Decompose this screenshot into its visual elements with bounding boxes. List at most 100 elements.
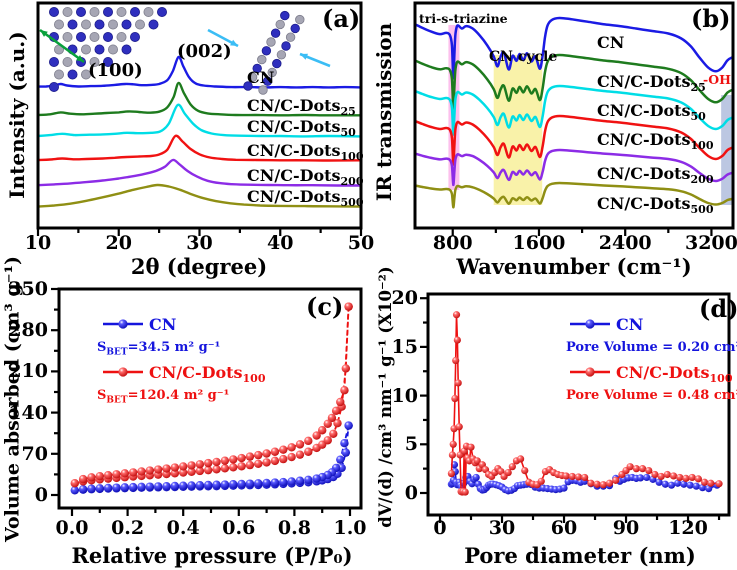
- data-point-cn: [661, 480, 669, 488]
- panel-c-isotherm-plot: [51, 287, 363, 516]
- data-point-cn: [162, 481, 171, 491]
- data-point-cn-c-dots100: [473, 457, 481, 465]
- data-point-cn-c-dots100: [626, 463, 634, 471]
- xrd-curve-cn-c-dots25: [38, 81, 361, 117]
- data-point-cn-c-dots100: [237, 462, 246, 471]
- x-tick-label: 30: [488, 517, 516, 539]
- data-point-cn-c-dots100: [287, 452, 296, 462]
- data-point-cn-c-dots100: [254, 450, 263, 460]
- data-point-cn: [262, 478, 271, 488]
- data-point-cn-c-dots100: [187, 467, 196, 477]
- legend-marker-cn-c-dots100-d: [570, 364, 610, 383]
- data-point-cn: [87, 484, 96, 493]
- data-point-cn-c-dots100: [170, 463, 180, 472]
- data-point-cn-c-dots100: [676, 473, 684, 482]
- data-point-cn-c-dots100: [318, 426, 327, 435]
- ftir-curve-cn-c-dots25: [414, 53, 734, 110]
- data-point-cn-c-dots100: [688, 473, 696, 482]
- x-tick-label: 0.4: [166, 517, 200, 539]
- data-point-cn-c-dots100: [682, 474, 690, 482]
- xrd-curve-cn: [38, 55, 361, 89]
- data-point-cn-c-dots100: [517, 455, 525, 463]
- legend-label-cn-c-dots100-c: CN/C-Dots100: [149, 363, 266, 386]
- y-tick-label: 15: [391, 335, 418, 358]
- legend-marker-cn-c: [103, 316, 143, 335]
- data-point-cn-c-dots100: [112, 470, 121, 479]
- data-point-cn-c-dots100: [270, 456, 280, 466]
- data-point-cn: [655, 478, 663, 486]
- x-tick-label: 20: [105, 232, 132, 254]
- data-point-cn-c-dots100: [103, 471, 113, 480]
- x-tick-label: 0.8: [277, 517, 311, 539]
- legend-pore-volume-cn-c-dots100: Pore Volume = 0.48 cm³ g⁻¹: [566, 388, 737, 403]
- data-point-cn-c-dots100: [204, 458, 213, 468]
- ftir-curve-cn-c-dots50: [414, 84, 734, 136]
- data-point-cn: [304, 475, 313, 485]
- data-point-cn-c-dots100: [279, 445, 288, 454]
- data-point-cn-c-dots100: [663, 470, 671, 479]
- data-point-cn-c-dots100: [212, 465, 221, 474]
- data-point-cn-c-dots100: [254, 459, 263, 469]
- xrd-curve-cn-c-dots50: [38, 103, 361, 138]
- data-point-cn: [229, 480, 238, 489]
- data-point-cn: [204, 480, 213, 490]
- data-point-cn-c-dots100: [329, 429, 338, 438]
- data-point-cn: [295, 476, 305, 485]
- ftir-curve-cn-c-dots100: [414, 114, 734, 166]
- data-point-cn-c-dots100: [179, 462, 188, 471]
- data-point-cn-c-dots100: [162, 464, 171, 473]
- legend-label-cn-c-dots100-d: CN/C-Dots100: [616, 363, 733, 386]
- data-point-cn-c-dots100: [336, 397, 345, 407]
- data-point-cn: [636, 474, 645, 482]
- x-tick-label: 30: [186, 232, 213, 254]
- data-point-cn: [220, 480, 230, 489]
- data-point-cn: [643, 473, 651, 482]
- data-point-cn-c-dots100: [645, 466, 653, 475]
- panel-a-y-axis-label: Intensity (a.u.): [5, 31, 29, 199]
- data-point-cn-c-dots100: [70, 479, 79, 488]
- x-tick-label: 0.0: [55, 517, 89, 539]
- y-tick-label: 0: [404, 482, 418, 504]
- data-point-cn-c-dots100: [651, 470, 659, 479]
- legend-marker-cn-c-glyph: [103, 319, 143, 329]
- panel-c-tag: (c): [306, 292, 344, 321]
- data-point-cn-c-dots100: [120, 469, 130, 478]
- data-point-cn: [103, 483, 113, 493]
- data-point-cn-c-dots100: [279, 454, 288, 464]
- series-label-cn-c-dots200-b: CN/C-Dots200: [597, 164, 714, 187]
- series-label-cn-c-dots500: CN/C-Dots500: [247, 187, 364, 210]
- legend-sbet-cn-c-dots100: SBET=120.4 m² g⁻¹: [97, 388, 230, 406]
- data-point-cn-c-dots100: [262, 458, 271, 467]
- data-point-cn: [179, 481, 188, 490]
- data-point-cn: [692, 482, 700, 490]
- data-point-cn: [170, 481, 180, 491]
- data-point-cn-c-dots100: [461, 488, 469, 496]
- data-point-cn-c-dots100: [195, 466, 205, 476]
- data-point-cn: [212, 480, 221, 489]
- series-label-cn-b: CN: [597, 33, 625, 52]
- data-point-cn: [344, 421, 353, 430]
- legend-marker-cn-d: [570, 316, 610, 335]
- x-tick-label: 800: [432, 232, 473, 254]
- legend-sbet-cn: SBET=34.5 m² g⁻¹: [97, 340, 221, 358]
- panel-d-x-axis-label: Pore diameter (nm): [464, 543, 696, 568]
- data-point-cn: [70, 486, 79, 495]
- legend-pore-volume-cn: Pore Volume = 0.20 cm³ g⁻¹: [566, 340, 737, 355]
- data-point-cn-c-dots100: [537, 477, 545, 485]
- data-point-cn: [153, 482, 163, 491]
- x-tick-label: 10: [24, 232, 52, 254]
- series-label-cn-c-dots50-b: CN/C-Dots50: [597, 101, 706, 124]
- xrd-curve-cn-c-dots500: [38, 183, 361, 208]
- y-tick-label: 20: [391, 287, 418, 310]
- data-point-cn-c-dots100: [237, 453, 246, 463]
- data-point-cn-c-dots100: [669, 472, 678, 480]
- y-tick-label: 140: [8, 401, 48, 424]
- xrd-curve-cn-c-dots200: [38, 158, 361, 187]
- x-tick-label: 3200: [684, 232, 737, 254]
- data-point-cn-c-dots100: [204, 465, 213, 475]
- data-point-cn-c-dots100: [220, 464, 230, 473]
- data-point-cn: [237, 479, 246, 489]
- peak-002-annotation: (002): [177, 41, 232, 62]
- data-point-cn: [128, 482, 138, 492]
- data-point-cn: [287, 477, 296, 486]
